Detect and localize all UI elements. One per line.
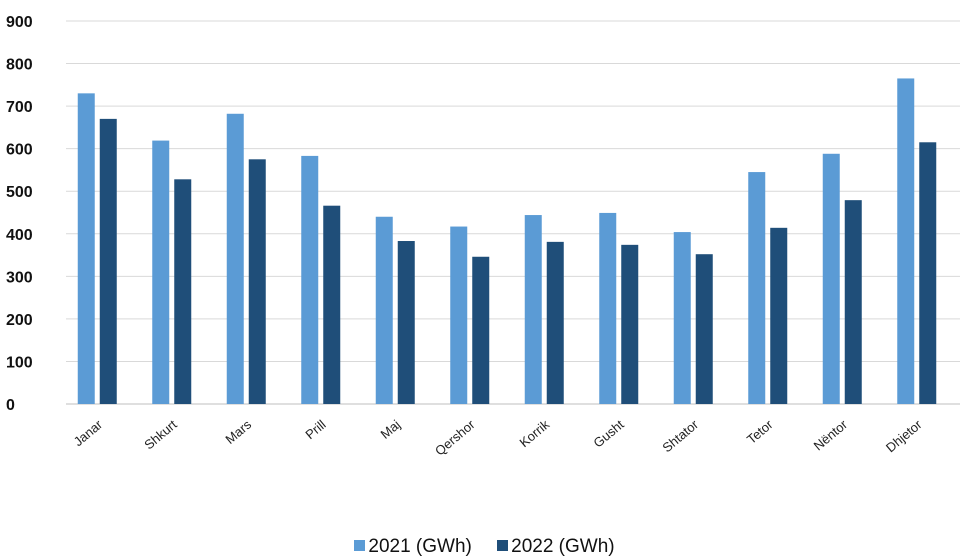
bar-2021-3 xyxy=(301,155,319,404)
legend-swatch-2022 xyxy=(497,540,509,552)
bar-2022-2 xyxy=(248,159,266,404)
gridlines xyxy=(66,20,960,405)
bar-2022-9 xyxy=(770,227,788,404)
y-tick-label: 500 xyxy=(6,184,33,201)
x-tick-label: Qershor xyxy=(432,416,478,458)
bar-2022-4 xyxy=(397,241,415,404)
bar-2021-5 xyxy=(450,226,468,404)
x-axis: Janar Shkurt Mars Prill Maj Qershor Korrik Gush… xyxy=(71,416,926,458)
legend-swatch-2021 xyxy=(354,540,366,552)
y-tick-label: 100 xyxy=(6,354,33,371)
bar-2022-5 xyxy=(472,256,490,404)
y-tick-label: 700 xyxy=(6,99,33,116)
bar-2022-0 xyxy=(99,118,117,404)
y-tick-label: 200 xyxy=(6,312,33,329)
y-tick-label: 0 xyxy=(6,397,15,414)
x-tick-label: Shtator xyxy=(659,416,701,455)
x-tick-label: Korrik xyxy=(517,416,553,450)
bar-2021-10 xyxy=(822,153,840,404)
y-axis: 0 100 200 300 400 500 600 700 800 900 xyxy=(6,14,33,414)
bar-2022-7 xyxy=(621,244,639,404)
bar-chart: 0 100 200 300 400 500 600 700 800 900 Janar Shkurt… xyxy=(6,14,960,458)
x-tick-label: Maj xyxy=(377,417,403,442)
bar-2022-3 xyxy=(323,205,341,404)
bars xyxy=(77,78,937,405)
bar-2021-1 xyxy=(152,140,170,404)
legend-item-2022: 2022 (GWh) xyxy=(497,536,615,558)
bar-2021-6 xyxy=(524,215,542,404)
bar-2022-1 xyxy=(174,179,192,404)
x-tick-label: Nëntor xyxy=(811,416,851,453)
legend-label-2021: 2021 (GWh) xyxy=(368,536,472,557)
y-tick-label: 400 xyxy=(6,227,33,244)
y-tick-label: 300 xyxy=(6,269,33,286)
bar-2021-11 xyxy=(897,78,915,404)
bar-2021-7 xyxy=(599,212,617,404)
legend-item-2021: 2021 (GWh) xyxy=(354,536,472,558)
bar-2021-0 xyxy=(77,93,95,404)
bar-2022-8 xyxy=(695,254,713,404)
x-tick-label: Janar xyxy=(71,416,106,449)
bar-2022-11 xyxy=(919,142,937,405)
y-tick-label: 800 xyxy=(6,57,33,74)
x-tick-label: Shkurt xyxy=(141,417,180,453)
bar-2021-4 xyxy=(375,216,393,404)
legend: 2021 (GWh) 2022 (GWh) xyxy=(0,536,969,558)
x-tick-label: Tetor xyxy=(744,416,776,446)
x-tick-label: Dhjetor xyxy=(883,416,925,455)
x-tick-label: Gusht xyxy=(590,417,627,451)
bar-2022-6 xyxy=(546,241,564,404)
bar-2022-10 xyxy=(844,200,862,404)
legend-label-2022: 2022 (GWh) xyxy=(511,536,615,557)
y-tick-label: 600 xyxy=(6,142,33,159)
bar-2021-9 xyxy=(748,172,766,404)
y-tick-label: 900 xyxy=(6,14,33,31)
x-tick-label: Mars xyxy=(222,416,254,446)
x-tick-label: Prill xyxy=(302,417,328,442)
bar-2021-2 xyxy=(226,113,244,404)
bar-2021-8 xyxy=(673,232,691,404)
